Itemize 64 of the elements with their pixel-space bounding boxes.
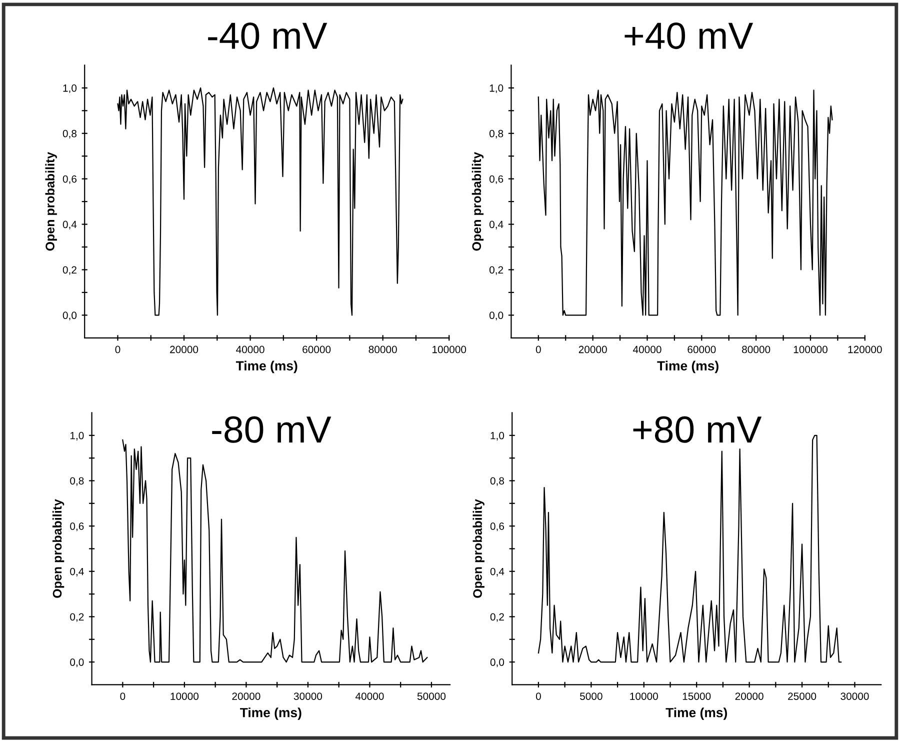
y-tick-label: 1,0 [490, 84, 504, 94]
chart-title: +40 mV [624, 22, 754, 50]
x-axis-title: Time (ms) [236, 360, 298, 374]
y-tick-label: 0,0 [490, 658, 504, 668]
x-tick-label: 40000 [355, 692, 384, 700]
y-axis-title: Open probability [45, 152, 57, 251]
y-tick-label: 0,8 [62, 130, 77, 138]
x-tick-label: 0 [120, 692, 126, 700]
y-tick-label: 0,8 [489, 130, 504, 138]
y-tick-label: 0,6 [489, 175, 504, 184]
x-tick-label: 20000 [735, 692, 764, 700]
y-tick-label: 0,8 [70, 477, 84, 486]
x-tick-label: 10000 [630, 692, 658, 700]
y-tick-label: 1,0 [70, 432, 84, 441]
line-series [117, 87, 404, 316]
y-tick-label: 0,4 [62, 220, 77, 230]
x-tick-label: 5000 [580, 692, 602, 700]
y-tick-label: 0,4 [490, 568, 504, 576]
chart-title: +80 mV [633, 416, 762, 443]
y-tick-label: 0,0 [70, 658, 84, 668]
y-tick-label: 1,0 [490, 432, 504, 441]
x-tick-label: 60000 [302, 346, 331, 354]
x-tick-label: 15000 [682, 692, 711, 700]
x-tick-label: 100000 [794, 346, 828, 354]
x-tick-label: 50000 [417, 692, 446, 700]
x-tick-label: 30000 [840, 692, 869, 700]
x-tick-label: 40000 [236, 346, 264, 354]
x-tick-label: 40000 [632, 346, 662, 354]
y-tick-label: 0,0 [489, 312, 504, 320]
chart-title: -40 mV [208, 22, 328, 50]
x-axis-title: Time (ms) [657, 360, 718, 374]
x-tick-label: 20000 [578, 346, 607, 354]
y-axis-title: Open probability [472, 499, 484, 598]
x-tick-label: 10000 [170, 692, 199, 700]
x-tick-label: 0 [115, 346, 120, 354]
chart-title: -80 mV [212, 416, 332, 443]
x-axis-title: Time (ms) [240, 708, 302, 720]
y-tick-label: 0,4 [489, 220, 504, 230]
y-tick-label: 0,2 [70, 613, 84, 622]
y-tick-label: 0,6 [70, 522, 84, 532]
y-tick-label: 0,6 [62, 175, 77, 184]
x-tick-label: 20000 [170, 346, 198, 354]
y-tick-label: 0,4 [70, 568, 84, 576]
y-tick-label: 0,2 [490, 613, 504, 622]
y-tick-label: 1,0 [63, 84, 77, 94]
x-tick-label: 100000 [432, 346, 466, 354]
y-axis-title: Open probability [52, 499, 64, 598]
y-tick-label: 0,8 [490, 477, 504, 486]
y-axis-title: Open probability [472, 152, 484, 251]
x-tick-label: 0 [536, 346, 541, 354]
x-axis-title: Time (ms) [666, 708, 727, 720]
x-tick-label: 60000 [688, 346, 716, 354]
x-tick-label: 25000 [788, 692, 816, 700]
y-tick-label: 0,2 [62, 266, 76, 275]
x-tick-label: 0 [536, 692, 541, 700]
line-series [538, 90, 833, 316]
x-tick-label: 120000 [848, 346, 882, 354]
x-tick-label: 80000 [742, 346, 770, 354]
x-tick-label: 20000 [232, 692, 260, 700]
y-tick-label: 0,2 [489, 266, 504, 275]
x-tick-label: 80000 [368, 346, 397, 354]
y-tick-label: 0,0 [62, 312, 77, 320]
y-tick-label: 0,6 [490, 522, 504, 532]
x-tick-label: 30000 [294, 692, 322, 700]
